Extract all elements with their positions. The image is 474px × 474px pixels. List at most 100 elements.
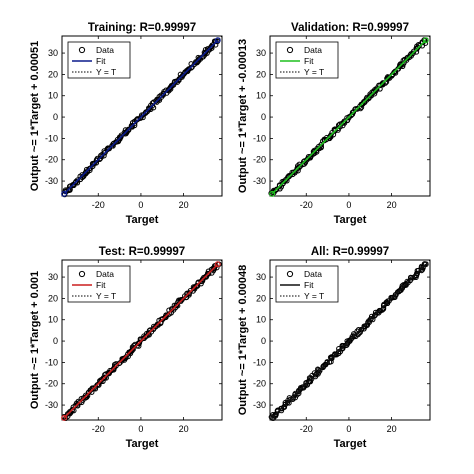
y-tick-label: 0 [261, 112, 266, 122]
y-tick-label: -10 [45, 357, 58, 367]
legend-label-fit: Fit [304, 56, 314, 66]
fit-line [271, 39, 427, 195]
data-point [74, 177, 81, 183]
chart-title: Validation: R=0.99997 [291, 22, 409, 34]
x-axis-label: Target [126, 214, 159, 226]
y-tick-label: -30 [45, 176, 58, 186]
legend-label-identity: Y = T [304, 291, 324, 301]
data-points [268, 37, 429, 196]
y-tick-label: 30 [48, 48, 58, 58]
x-tick-label: 0 [346, 424, 351, 434]
legend-box [275, 41, 339, 79]
data-point [380, 302, 387, 309]
legend-label-identity: Y = T [96, 291, 116, 301]
y-tick-label: 10 [48, 315, 58, 325]
data-point [202, 50, 208, 57]
legend-label-data: Data [304, 45, 322, 55]
y-tick-label: 20 [48, 293, 58, 303]
data-point [416, 43, 422, 49]
x-tick-label: 20 [387, 200, 397, 210]
legend-data-marker [286, 270, 294, 278]
x-tick-label: 20 [179, 200, 189, 210]
legend-data-marker [78, 46, 86, 54]
y-tick-label: -20 [45, 379, 58, 389]
chart-title: Test: R=0.99997 [99, 246, 185, 258]
y-tick-label: 30 [256, 48, 266, 58]
x-tick-label: -20 [92, 200, 105, 210]
y-tick-label: 20 [48, 69, 58, 79]
fit-end-marker [422, 261, 429, 268]
fit-start-marker [61, 190, 68, 197]
data-point [324, 359, 330, 365]
legend-data-marker [78, 270, 86, 278]
data-point [110, 143, 116, 149]
data-point [379, 81, 385, 87]
y-axis-label: Output ~= 1*Target + -0.00013 [237, 39, 249, 193]
fit-line [63, 263, 219, 419]
x-axis-label: Target [126, 438, 159, 450]
y-tick-label: 20 [256, 69, 266, 79]
data-point [341, 118, 347, 124]
y-tick-label: 0 [53, 112, 58, 122]
y-axis-label: Output ~= 1*Target + 0.001 [29, 271, 41, 409]
data-point [323, 136, 330, 143]
data-point [380, 80, 386, 86]
y-tick-label: -30 [45, 400, 58, 410]
y-tick-label: -20 [253, 379, 266, 389]
y-tick-label: 10 [256, 91, 266, 101]
y-axis-label: Output ~= 1*Target + 0.00048 [237, 265, 249, 416]
y-tick-label: -20 [253, 155, 266, 165]
y-tick-label: 30 [256, 272, 266, 282]
data-point [407, 277, 413, 284]
y-tick-label: 0 [261, 336, 266, 346]
y-tick-label: -20 [45, 155, 58, 165]
data-point [296, 165, 302, 171]
data-point [335, 348, 342, 355]
x-tick-label: 0 [346, 200, 351, 210]
fit-line [63, 39, 219, 195]
data-point [69, 406, 75, 413]
data-point [101, 375, 107, 382]
x-tick-label: -20 [300, 200, 313, 210]
fit-start-marker [269, 190, 276, 197]
data-point [128, 122, 135, 129]
data-point [328, 132, 334, 138]
y-tick-label: -10 [253, 133, 266, 143]
chart-title: Training: R=0.99997 [88, 22, 196, 34]
x-tick-label: 0 [138, 200, 143, 210]
x-tick-label: -20 [300, 424, 313, 434]
data-point [358, 326, 364, 333]
data-point [392, 69, 398, 75]
fit-end-marker [214, 261, 221, 268]
y-tick-label: -10 [45, 133, 58, 143]
legend-data-marker [286, 46, 294, 54]
chart-title: All: R=0.99997 [311, 246, 389, 258]
y-axis-label: Output ~= 1*Target + 0.00051 [29, 41, 41, 192]
legend-label-identity: Y = T [304, 67, 324, 77]
data-point [308, 376, 315, 382]
data-point [129, 347, 135, 354]
y-tick-label: -10 [253, 357, 266, 367]
legend-label-data: Data [96, 45, 114, 55]
x-tick-label: 0 [138, 424, 143, 434]
x-tick-label: 20 [387, 424, 397, 434]
legend-label-fit: Fit [96, 56, 106, 66]
y-tick-label: 10 [48, 91, 58, 101]
data-point [170, 82, 177, 88]
fit-start-marker [61, 414, 68, 421]
data-point [73, 178, 79, 185]
y-tick-label: 0 [53, 336, 58, 346]
data-point [102, 374, 108, 381]
data-point [351, 332, 358, 338]
y-tick-label: 30 [48, 272, 58, 282]
y-tick-label: 10 [256, 315, 266, 325]
x-tick-label: 20 [179, 424, 189, 434]
y-tick-label: -30 [253, 400, 266, 410]
y-tick-label: -30 [253, 176, 266, 186]
x-axis-label: Target [334, 214, 367, 226]
data-point [125, 127, 131, 133]
